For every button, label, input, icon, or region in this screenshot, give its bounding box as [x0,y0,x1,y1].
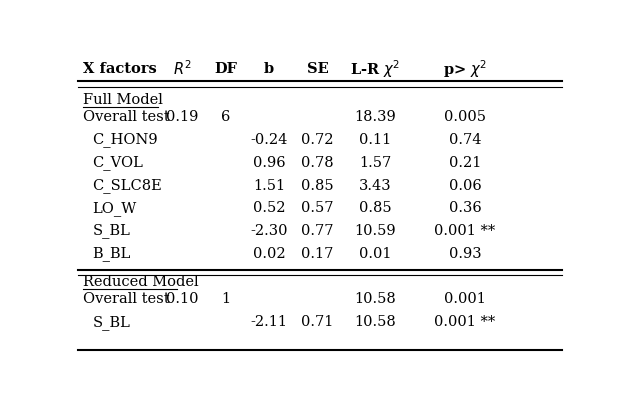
Text: Overall test: Overall test [83,110,170,124]
Text: Full Model: Full Model [83,93,163,107]
Text: DF: DF [214,62,237,76]
Text: 1.51: 1.51 [253,179,285,192]
Text: Overall test: Overall test [83,292,170,306]
Text: 0.005: 0.005 [444,110,486,124]
Text: 0.01: 0.01 [359,247,392,261]
Text: 0.96: 0.96 [253,156,285,170]
Text: 0.93: 0.93 [449,247,481,261]
Text: 0.85: 0.85 [359,201,392,215]
Text: 1: 1 [221,292,230,306]
Text: LO_W: LO_W [92,201,137,216]
Text: 0.78: 0.78 [301,156,334,170]
Text: S_BL: S_BL [92,315,130,330]
Text: Reduced Model: Reduced Model [83,275,198,289]
Text: -2.30: -2.30 [250,224,288,238]
Text: 0.71: 0.71 [301,315,334,329]
Text: -2.11: -2.11 [250,315,288,329]
Text: 3.43: 3.43 [359,179,392,192]
Text: 0.10: 0.10 [166,292,198,306]
Text: 0.02: 0.02 [253,247,285,261]
Text: 0.001 **: 0.001 ** [434,224,495,238]
Text: 0.36: 0.36 [449,201,481,215]
Text: $R^2$: $R^2$ [173,60,192,78]
Text: 10.58: 10.58 [354,315,396,329]
Text: 0.001: 0.001 [444,292,486,306]
Text: 0.57: 0.57 [301,201,334,215]
Text: 10.59: 10.59 [354,224,396,238]
Text: SE: SE [306,62,328,76]
Text: 0.77: 0.77 [301,224,334,238]
Text: 0.06: 0.06 [449,179,481,192]
Text: 10.58: 10.58 [354,292,396,306]
Text: 0.19: 0.19 [166,110,198,124]
Text: C_SLC8E: C_SLC8E [92,178,162,193]
Text: 6: 6 [221,110,230,124]
Text: C_VOL: C_VOL [92,155,144,170]
Text: 0.74: 0.74 [449,133,481,147]
Text: C_HON9: C_HON9 [92,132,158,147]
Text: 0.72: 0.72 [301,133,334,147]
Text: b: b [264,62,274,76]
Text: 0.11: 0.11 [359,133,391,147]
Text: 0.21: 0.21 [449,156,481,170]
Text: X factors: X factors [83,62,157,76]
Text: 0.52: 0.52 [253,201,285,215]
Text: L-R $\chi^2$: L-R $\chi^2$ [350,58,401,80]
Text: 0.17: 0.17 [301,247,334,261]
Text: 0.85: 0.85 [301,179,334,192]
Text: 1.57: 1.57 [359,156,391,170]
Text: 18.39: 18.39 [354,110,396,124]
Text: -0.24: -0.24 [250,133,288,147]
Text: p> $\chi^2$: p> $\chi^2$ [442,58,487,80]
Text: 0.001 **: 0.001 ** [434,315,495,329]
Text: S_BL: S_BL [92,224,130,239]
Text: B_BL: B_BL [92,246,131,261]
